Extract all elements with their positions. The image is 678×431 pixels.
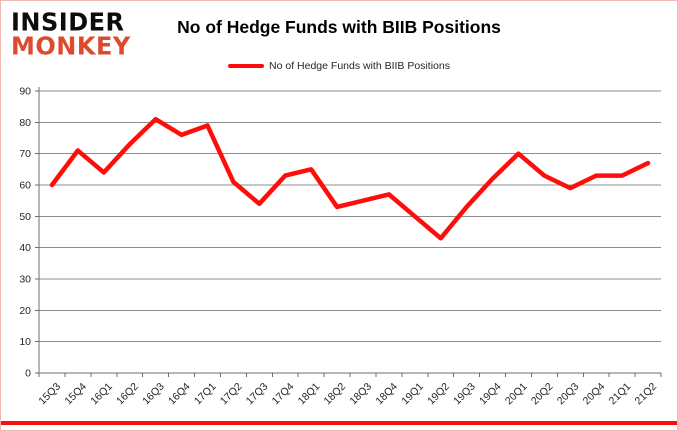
y-axis-tick-label: 90 xyxy=(19,86,31,98)
x-axis-tick-label: 16Q1 xyxy=(88,381,115,408)
x-axis-tick-label: 17Q4 xyxy=(270,381,297,408)
x-axis-tick-label: 16Q2 xyxy=(114,381,141,408)
y-axis-tick-label: 40 xyxy=(19,242,31,254)
x-axis-tick-label: 20Q1 xyxy=(503,381,530,408)
y-axis-tick-label: 50 xyxy=(19,211,31,223)
x-axis-tick-label: 21Q1 xyxy=(607,381,634,408)
logo-word-insider: INSIDER xyxy=(11,7,125,37)
chart-title: No of Hedge Funds with BIIB Positions xyxy=(177,17,501,37)
x-axis-tick-label: 19Q4 xyxy=(477,381,504,408)
x-axis-tick-label: 16Q3 xyxy=(140,381,167,408)
x-axis-tick-label: 18Q2 xyxy=(322,381,349,408)
insider-monkey-logo: INSIDER MONKEY xyxy=(11,7,131,61)
y-axis-tick-label: 60 xyxy=(19,180,31,192)
y-axis-tick-label: 70 xyxy=(19,148,31,160)
x-axis-tick-label: 16Q4 xyxy=(166,381,193,408)
series-line-no-of-hedge-funds-with-biib-positions xyxy=(49,116,651,241)
logo-word-monkey: MONKEY xyxy=(11,30,131,61)
x-axis-tick-label: 17Q1 xyxy=(192,381,219,408)
x-axis-tick-label: 19Q2 xyxy=(425,381,452,408)
bottom-red-bar xyxy=(1,421,677,425)
x-axis-tick-label: 18Q4 xyxy=(373,381,400,408)
x-axis-tick-label: 15Q3 xyxy=(36,381,63,408)
x-axis-tick-label: 17Q3 xyxy=(244,381,271,408)
x-axis-tick-label: 19Q3 xyxy=(451,381,478,408)
y-axis-tick-label: 30 xyxy=(19,274,31,286)
x-axis-tick-label: 21Q2 xyxy=(633,381,660,408)
x-axis-tick-label: 19Q1 xyxy=(399,381,426,408)
x-axis-tick-label: 15Q4 xyxy=(62,381,89,408)
x-axis-tick-label: 17Q2 xyxy=(218,381,245,408)
x-axis-tick-label: 20Q2 xyxy=(529,381,556,408)
legend-line-swatch xyxy=(228,64,265,68)
y-axis-tick-label: 80 xyxy=(19,117,31,129)
legend-label: No of Hedge Funds with BIIB Positions xyxy=(269,60,450,72)
y-axis-tick-label: 10 xyxy=(19,336,31,348)
y-axis-tick-label: 20 xyxy=(19,305,31,317)
x-axis-tick-label: 20Q4 xyxy=(581,381,608,408)
y-axis-tick-label: 0 xyxy=(25,368,31,380)
chart-legend: No of Hedge Funds with BIIB Positions xyxy=(1,60,677,72)
x-axis-tick-label: 18Q1 xyxy=(296,381,323,408)
x-axis-tick-label: 18Q3 xyxy=(347,381,374,408)
x-axis-tick-label: 20Q3 xyxy=(555,381,582,408)
